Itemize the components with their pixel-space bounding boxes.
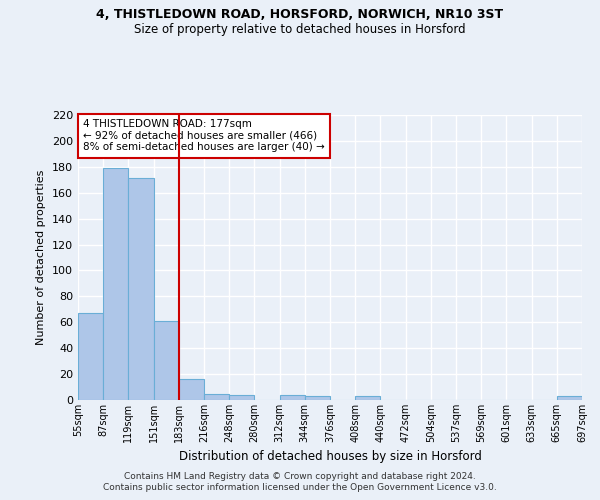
Text: Size of property relative to detached houses in Horsford: Size of property relative to detached ho…	[134, 22, 466, 36]
Bar	[280, 395, 305, 400]
Bar	[557, 396, 582, 400]
Y-axis label: Number of detached properties: Number of detached properties	[37, 170, 46, 345]
Bar	[154, 321, 179, 400]
Bar	[229, 395, 254, 400]
Bar	[179, 380, 204, 400]
Bar	[204, 394, 229, 400]
Text: Contains public sector information licensed under the Open Government Licence v3: Contains public sector information licen…	[103, 484, 497, 492]
Bar	[355, 396, 380, 400]
Text: Contains HM Land Registry data © Crown copyright and database right 2024.: Contains HM Land Registry data © Crown c…	[124, 472, 476, 481]
Text: 4, THISTLEDOWN ROAD, HORSFORD, NORWICH, NR10 3ST: 4, THISTLEDOWN ROAD, HORSFORD, NORWICH, …	[97, 8, 503, 20]
Bar	[78, 313, 103, 400]
X-axis label: Distribution of detached houses by size in Horsford: Distribution of detached houses by size …	[179, 450, 481, 464]
Text: 4 THISTLEDOWN ROAD: 177sqm
← 92% of detached houses are smaller (466)
8% of semi: 4 THISTLEDOWN ROAD: 177sqm ← 92% of deta…	[83, 120, 325, 152]
Bar	[103, 168, 128, 400]
Bar	[305, 396, 330, 400]
Bar	[128, 178, 154, 400]
